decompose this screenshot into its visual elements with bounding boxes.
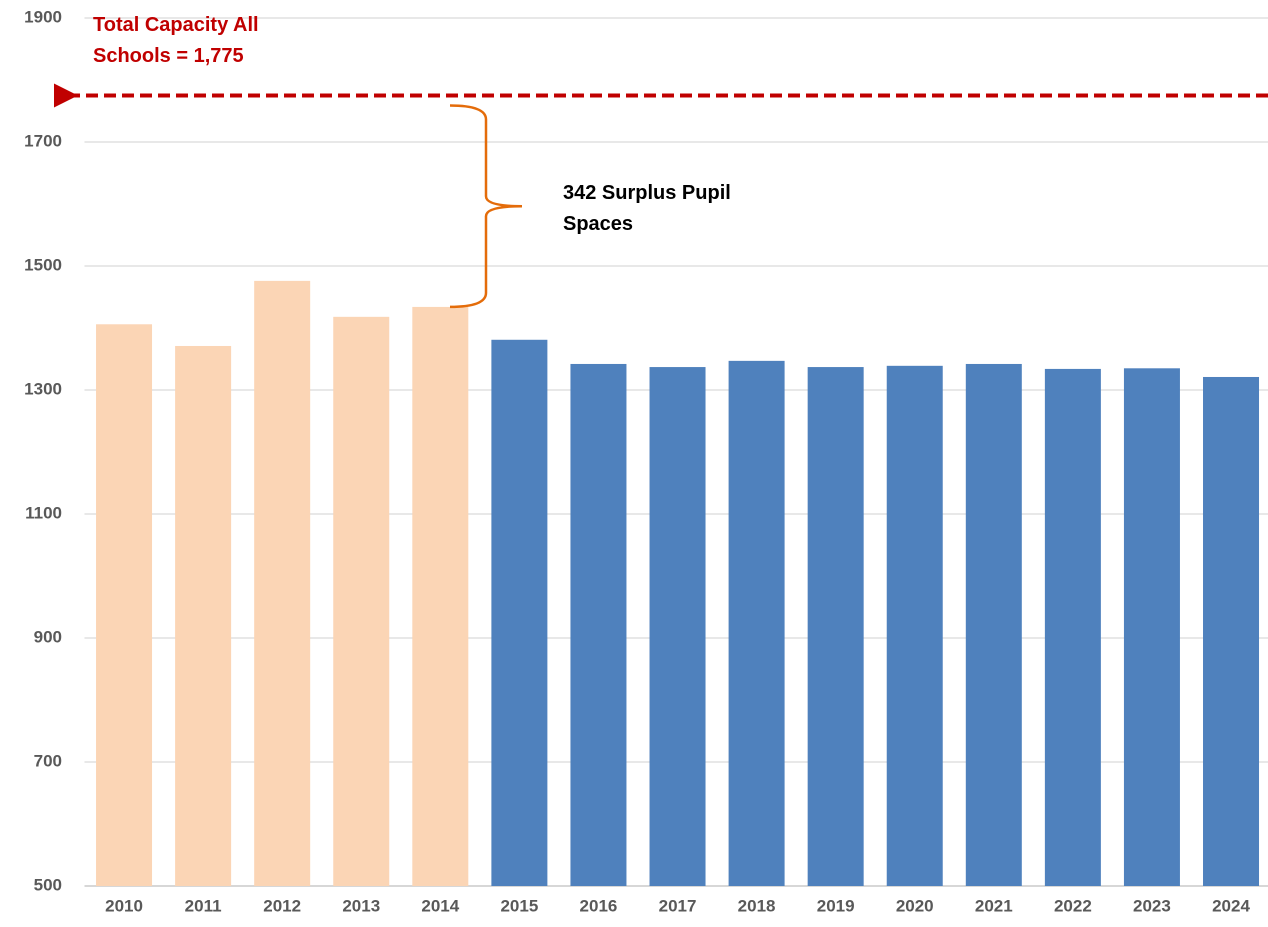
bar (965, 363, 1022, 887)
x-tick-label: 2016 (580, 896, 618, 915)
y-tick-label: 1500 (24, 255, 62, 274)
bar (254, 280, 311, 886)
brace (449, 104, 523, 309)
y-tick-label: 1300 (24, 379, 62, 398)
bar (886, 365, 943, 886)
x-tick-label: 2014 (421, 896, 459, 915)
y-tick-label: 1900 (24, 7, 62, 26)
x-tick-label: 2013 (342, 896, 380, 915)
y-tick-label: 1700 (24, 131, 62, 150)
x-tick-label: 2023 (1133, 896, 1171, 915)
x-tick-label: 2022 (1054, 896, 1092, 915)
x-tick-label: 2024 (1212, 896, 1250, 915)
bar (1044, 368, 1101, 886)
bar (807, 367, 864, 886)
bar (491, 339, 548, 886)
x-tick-label: 2010 (105, 896, 143, 915)
y-tick-label: 900 (34, 627, 62, 646)
y-tick-label: 1100 (25, 503, 62, 522)
bar (1203, 376, 1260, 886)
bar (1123, 368, 1180, 886)
x-tick-label: 2019 (817, 896, 855, 915)
x-tick-label: 2018 (738, 896, 776, 915)
y-tick-label: 500 (34, 875, 62, 894)
x-tick-label: 2017 (659, 896, 697, 915)
x-tick-label: 2012 (263, 896, 301, 915)
bar (412, 306, 469, 886)
surplus-label: 342 Surplus Pupil Spaces (563, 182, 731, 235)
bar (333, 316, 390, 887)
bar (649, 367, 706, 886)
capacity-label: Total Capacity All Schools = 1,775 (93, 14, 259, 67)
x-tick-label: 2020 (896, 896, 934, 915)
bar (96, 324, 153, 886)
bar (175, 345, 232, 887)
x-tick-label: 2011 (185, 896, 222, 915)
x-tick-label: 2021 (975, 896, 1013, 915)
y-tick-label: 700 (34, 751, 62, 770)
bar (570, 363, 627, 887)
x-tick-label: 2015 (500, 896, 538, 915)
bar (728, 360, 785, 886)
